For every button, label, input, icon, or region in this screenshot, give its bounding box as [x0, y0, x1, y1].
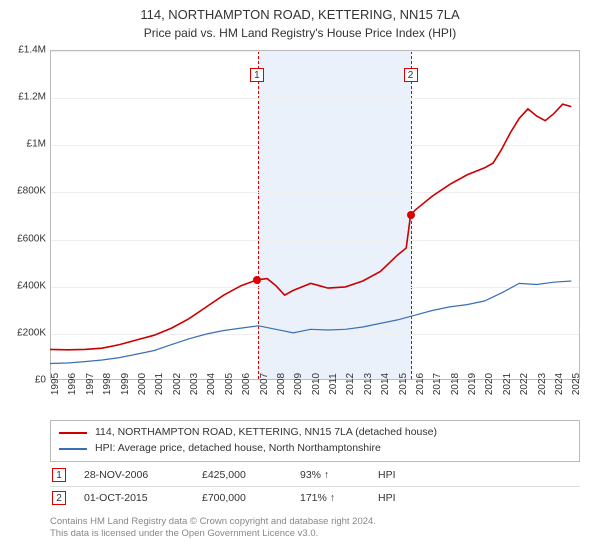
tx-price: £700,000	[202, 492, 282, 504]
x-tick-label: 2013	[363, 373, 374, 395]
x-tick-label: 2008	[276, 373, 287, 395]
x-tick-label: 1995	[50, 373, 61, 395]
y-tick-label: £400K	[17, 280, 46, 291]
x-tick-label: 2006	[241, 373, 252, 395]
x-tick-label: 2025	[571, 373, 582, 395]
chart-svg	[50, 50, 580, 380]
x-tick-label: 2007	[259, 373, 270, 395]
y-tick-label: £1M	[27, 139, 46, 150]
tx-date: 01-OCT-2015	[84, 492, 184, 504]
transaction-marker: 2	[404, 68, 418, 82]
tx-hpi-label: HPI	[378, 492, 578, 504]
footnote-line-2: This data is licensed under the Open Gov…	[50, 528, 580, 540]
chart-area: £0£200K£400K£600K£800K£1M£1.2M£1.4M19951…	[50, 50, 580, 380]
x-tick-label: 2005	[224, 373, 235, 395]
footnote-line-1: Contains HM Land Registry data © Crown c…	[50, 516, 580, 528]
transaction-marker: 1	[250, 68, 264, 82]
legend-label-2: HPI: Average price, detached house, Nort…	[95, 441, 381, 457]
x-tick-label: 2024	[554, 373, 565, 395]
x-tick-label: 1998	[102, 373, 113, 395]
tx-id-box: 1	[52, 468, 66, 482]
tx-id-box: 2	[52, 491, 66, 505]
x-tick-label: 2018	[450, 373, 461, 395]
x-tick-label: 2004	[206, 373, 217, 395]
y-tick-label: £1.4M	[18, 45, 46, 56]
x-tick-label: 2002	[172, 373, 183, 395]
y-tick-label: £0	[35, 375, 46, 386]
x-tick-label: 2009	[293, 373, 304, 395]
x-tick-label: 2016	[415, 373, 426, 395]
x-tick-label: 2012	[345, 373, 356, 395]
x-tick-label: 2003	[189, 373, 200, 395]
transaction-dot	[407, 211, 415, 219]
tx-date: 28-NOV-2006	[84, 469, 184, 481]
series-hpi	[50, 281, 571, 364]
x-tick-label: 2019	[467, 373, 478, 395]
x-tick-label: 1996	[67, 373, 78, 395]
x-tick-label: 2001	[154, 373, 165, 395]
x-tick-label: 2022	[519, 373, 530, 395]
x-tick-label: 2017	[432, 373, 443, 395]
y-tick-label: £200K	[17, 327, 46, 338]
legend-label-1: 114, NORTHAMPTON ROAD, KETTERING, NN15 7…	[95, 425, 437, 441]
tx-hpi-label: HPI	[378, 469, 578, 481]
legend-swatch-1	[59, 432, 87, 434]
x-tick-label: 2011	[328, 373, 339, 395]
x-tick-label: 1999	[120, 373, 131, 395]
x-tick-label: 2010	[311, 373, 322, 395]
chart-subtitle: Price paid vs. HM Land Registry's House …	[0, 24, 600, 40]
x-tick-label: 2014	[380, 373, 391, 395]
x-tick-label: 2015	[398, 373, 409, 395]
y-tick-label: £1.2M	[18, 92, 46, 103]
tx-price: £425,000	[202, 469, 282, 481]
footnote: Contains HM Land Registry data © Crown c…	[50, 516, 580, 541]
transaction-row: 2 01-OCT-2015 £700,000 171% ↑ HPI	[50, 487, 580, 509]
x-tick-label: 2000	[137, 373, 148, 395]
tx-pct: 93% ↑	[300, 469, 360, 481]
series-price_paid	[50, 104, 571, 350]
transaction-row: 1 28-NOV-2006 £425,000 93% ↑ HPI	[50, 464, 580, 487]
x-tick-label: 2021	[502, 373, 513, 395]
y-tick-label: £800K	[17, 186, 46, 197]
x-tick-label: 2020	[484, 373, 495, 395]
y-tick-label: £600K	[17, 233, 46, 244]
legend-swatch-2	[59, 448, 87, 450]
legend-row-2: HPI: Average price, detached house, Nort…	[59, 441, 571, 457]
legend: 114, NORTHAMPTON ROAD, KETTERING, NN15 7…	[50, 420, 580, 462]
legend-row-1: 114, NORTHAMPTON ROAD, KETTERING, NN15 7…	[59, 425, 571, 441]
x-tick-label: 1997	[85, 373, 96, 395]
transaction-dot	[253, 276, 261, 284]
x-tick-label: 2023	[537, 373, 548, 395]
transaction-table: 1 28-NOV-2006 £425,000 93% ↑ HPI 2 01-OCT-2015…	[50, 464, 580, 509]
tx-pct: 171% ↑	[300, 492, 360, 504]
chart-title: 114, NORTHAMPTON ROAD, KETTERING, NN15 7…	[0, 0, 600, 24]
